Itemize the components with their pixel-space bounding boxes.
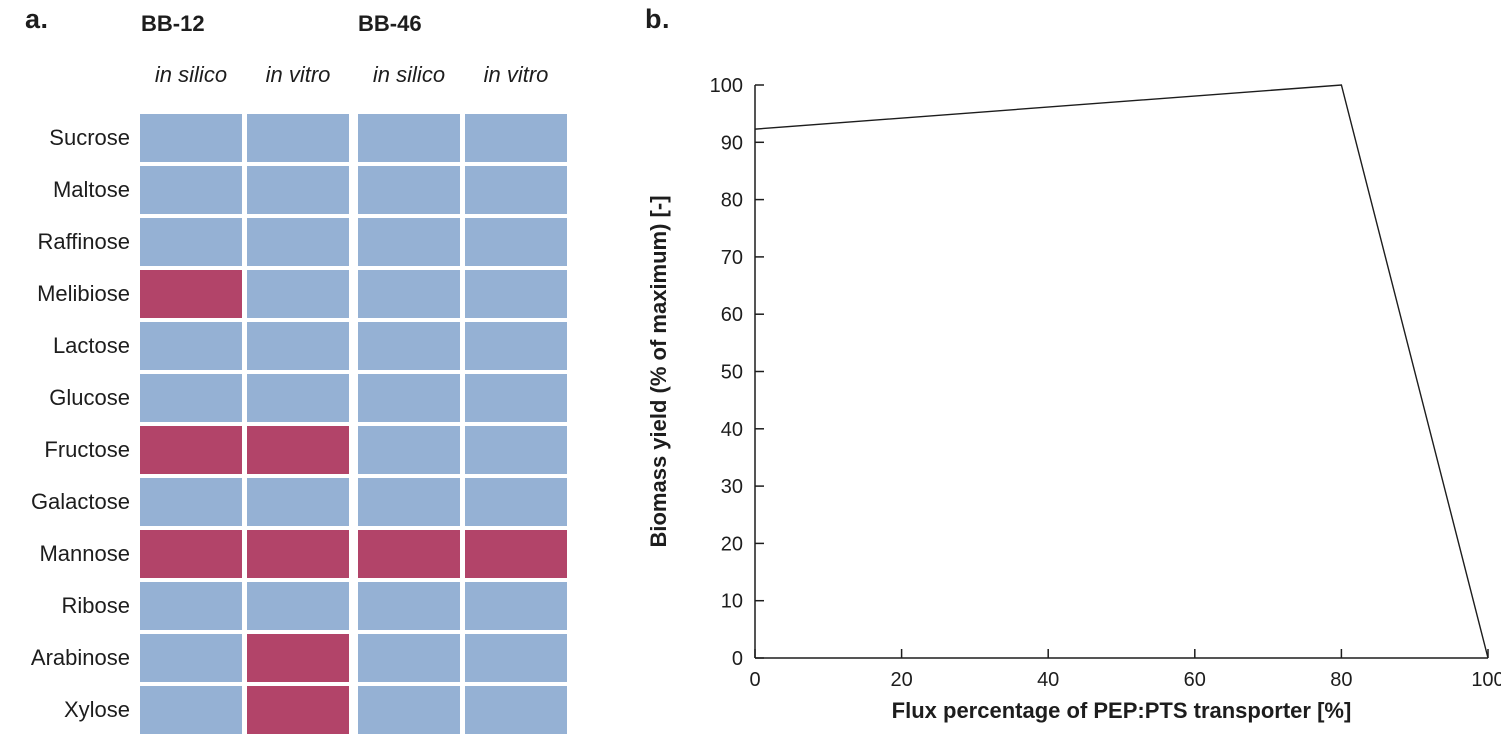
row-label-fructose: Fructose	[44, 437, 130, 462]
y-tick-label: 70	[721, 247, 743, 269]
heatmap-cell	[247, 374, 349, 422]
column-label-in-silico: in silico	[372, 62, 446, 87]
heatmap-cell	[140, 426, 242, 474]
heatmap-cell	[465, 270, 567, 318]
heatmap-cell	[465, 582, 567, 630]
x-tick-label: 100	[1471, 669, 1501, 691]
heatmap-cell	[358, 166, 460, 214]
row-label-galactose: Galactose	[30, 489, 130, 514]
heatmap-cell	[358, 426, 460, 474]
line-chart: 0 10 20 30 40 50 60 70 80 90 100 0 20 40 60 80 100 Flux p…	[646, 75, 1501, 723]
heatmap-cell	[247, 686, 349, 734]
row-label-ribose: Ribose	[61, 593, 130, 618]
heatmap-cell	[358, 634, 460, 682]
heatmap-cell	[465, 530, 567, 578]
heatmap-cell	[247, 218, 349, 266]
row-label-lactose: Lactose	[52, 333, 130, 358]
row-label-raffinose: Raffinose	[37, 229, 130, 254]
heatmap-cell	[465, 634, 567, 682]
panel-a-label: a.	[25, 4, 49, 34]
heatmap-cell	[140, 166, 242, 214]
heatmap-cell	[140, 374, 242, 422]
x-tick-label: 80	[1330, 669, 1352, 691]
heatmap-cell	[465, 374, 567, 422]
y-tick-label: 100	[710, 75, 743, 97]
heatmap-cell	[247, 582, 349, 630]
x-axis-title: Flux percentage of PEP:PTS transporter […	[892, 698, 1352, 723]
heatmap-cell	[140, 582, 242, 630]
panel-b-label: b.	[645, 4, 670, 34]
heatmap-cell	[247, 530, 349, 578]
heatmap-cell	[358, 686, 460, 734]
heatmap-cell	[358, 374, 460, 422]
heatmap-cell	[247, 322, 349, 370]
heatmap-cell	[247, 478, 349, 526]
heatmap-cell	[358, 530, 460, 578]
heatmap-cell	[465, 322, 567, 370]
heatmap-cell	[247, 166, 349, 214]
heatmap-cell	[247, 270, 349, 318]
heatmap-cell	[358, 114, 460, 162]
row-label-mannose: Mannose	[39, 541, 130, 566]
y-axis-title: Biomass yield (% of maximum) [-]	[646, 195, 671, 547]
heatmap-cell	[358, 322, 460, 370]
y-tick-label: 30	[721, 476, 743, 498]
heatmap-cell	[140, 322, 242, 370]
heatmap-cell	[247, 634, 349, 682]
x-tick-label: 40	[1037, 669, 1059, 691]
group-header-bb12: BB-12	[141, 11, 205, 36]
heatmap-cell	[247, 114, 349, 162]
x-tick-label: 20	[890, 669, 912, 691]
heatmap-cell	[358, 582, 460, 630]
heatmap-cell	[465, 218, 567, 266]
y-tick-label: 60	[721, 304, 743, 326]
heatmap-cell	[358, 270, 460, 318]
row-label-maltose: Maltose	[52, 177, 130, 202]
heatmap-cell	[465, 478, 567, 526]
heatmap-cell	[358, 218, 460, 266]
heatmap-cell	[140, 218, 242, 266]
group-header-bb46: BB-46	[358, 11, 422, 36]
heatmap-cell	[465, 426, 567, 474]
heatmap-cell	[140, 114, 242, 162]
heatmap-cell	[140, 270, 242, 318]
heatmap-cell	[358, 478, 460, 526]
row-label-sucrose: Sucrose	[49, 125, 130, 150]
column-label-in-vitro: in vitro	[483, 62, 549, 87]
y-tick-label: 40	[721, 419, 743, 441]
heatmap-cell	[140, 530, 242, 578]
biomass-yield-line	[754, 84, 1489, 659]
heatmap-cell	[465, 686, 567, 734]
y-tick-label: 50	[721, 362, 743, 384]
heatmap-cell	[247, 426, 349, 474]
heatmap-cell	[465, 114, 567, 162]
y-tick-label: 0	[732, 648, 743, 670]
x-tick-label: 0	[749, 669, 760, 691]
column-label-in-silico: in silico	[154, 62, 228, 87]
row-label-arabinose: Arabinose	[30, 645, 130, 670]
y-tick-label: 90	[721, 132, 743, 154]
x-tick-label: 60	[1184, 669, 1206, 691]
row-label-xylose: Xylose	[63, 697, 130, 722]
y-tick-label: 80	[721, 190, 743, 212]
y-tick-label: 10	[721, 591, 743, 613]
row-label-melibiose: Melibiose	[37, 281, 130, 306]
heatmap-cell	[140, 686, 242, 734]
column-label-in-vitro: in vitro	[265, 62, 331, 87]
heatmap-cell	[140, 478, 242, 526]
row-label-glucose: Glucose	[49, 385, 130, 410]
y-tick-label: 20	[721, 533, 743, 555]
heatmap-cell	[140, 634, 242, 682]
heatmap-cell	[465, 166, 567, 214]
